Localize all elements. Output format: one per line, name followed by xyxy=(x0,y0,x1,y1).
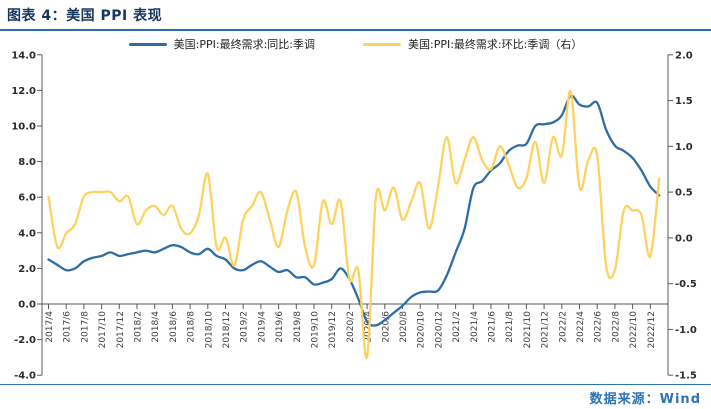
svg-text:2022/6: 2022/6 xyxy=(594,311,604,343)
svg-text:2021/6: 2021/6 xyxy=(488,311,498,343)
series-line-yoy xyxy=(47,94,661,327)
series-line-mom xyxy=(47,90,661,360)
svg-text:2019/8: 2019/8 xyxy=(293,311,303,343)
legend-label-mom: 美国:PPI:最终需求:环比:季调（右） xyxy=(408,38,583,51)
page-title: 图表 4：美国 PPI 表现 xyxy=(7,8,163,24)
svg-text:2019/2: 2019/2 xyxy=(240,311,250,343)
footer-divider xyxy=(0,384,711,385)
svg-text:2021/4: 2021/4 xyxy=(470,311,480,343)
svg-text:2022/10: 2022/10 xyxy=(629,311,639,349)
svg-text:2019/6: 2019/6 xyxy=(275,311,285,343)
line-swatch-yoy-icon xyxy=(128,42,167,46)
svg-text:-0.5: -0.5 xyxy=(675,279,697,290)
svg-text:2021/2: 2021/2 xyxy=(452,311,462,343)
svg-text:2018/12: 2018/12 xyxy=(222,311,232,348)
svg-text:-2.0: -2.0 xyxy=(14,335,36,346)
svg-text:2020/12: 2020/12 xyxy=(434,311,444,348)
svg-text:2020/8: 2020/8 xyxy=(399,311,409,343)
svg-text:0.5: 0.5 xyxy=(675,188,693,199)
svg-text:2017/6: 2017/6 xyxy=(63,311,73,343)
axes xyxy=(37,54,673,376)
svg-text:6.0: 6.0 xyxy=(18,193,36,204)
chart-legend: 美国:PPI:最终需求:同比:季调 美国:PPI:最终需求:环比:季调（右） xyxy=(0,36,711,52)
legend-label-yoy: 美国:PPI:最终需求:同比:季调 xyxy=(173,38,315,51)
svg-text:2020/6: 2020/6 xyxy=(381,311,391,343)
svg-text:-4.0: -4.0 xyxy=(14,371,36,382)
svg-text:2018/2: 2018/2 xyxy=(134,311,144,343)
data-source-label: 数据来源：Wind xyxy=(589,392,701,407)
axis-labels: 14.0 12.0 10.0 8.0 6.0 4.0 2.0 0.0 -2.0 -4.0 2.0 1.… xyxy=(11,50,697,381)
svg-text:2022/12: 2022/12 xyxy=(647,311,657,348)
svg-text:2.0: 2.0 xyxy=(675,50,693,61)
svg-text:2020/10: 2020/10 xyxy=(417,311,427,349)
x-axis-labels: 2017/4 2017/6 2017/8 2017/10 2017/12 2018/2 20… xyxy=(45,311,657,349)
svg-text:2017/12: 2017/12 xyxy=(116,311,126,348)
svg-text:-1.0: -1.0 xyxy=(675,325,697,336)
svg-text:2018/10: 2018/10 xyxy=(204,311,214,349)
svg-text:2018/4: 2018/4 xyxy=(151,311,161,343)
svg-text:2021/10: 2021/10 xyxy=(523,311,533,349)
svg-text:12.0: 12.0 xyxy=(11,86,36,97)
svg-text:8.0: 8.0 xyxy=(18,157,36,168)
svg-text:0.0: 0.0 xyxy=(18,300,36,311)
svg-text:4.0: 4.0 xyxy=(18,228,36,239)
svg-text:2.0: 2.0 xyxy=(18,264,36,275)
svg-text:2022/2: 2022/2 xyxy=(558,311,568,343)
svg-text:2017/4: 2017/4 xyxy=(45,311,55,343)
svg-text:2022/8: 2022/8 xyxy=(611,311,621,343)
svg-text:2018/6: 2018/6 xyxy=(169,311,179,343)
svg-text:-1.5: -1.5 xyxy=(675,371,697,382)
title-underline xyxy=(0,29,711,31)
svg-text:2019/4: 2019/4 xyxy=(257,311,267,343)
svg-text:0.0: 0.0 xyxy=(675,233,693,244)
svg-text:2021/12: 2021/12 xyxy=(541,311,551,348)
svg-text:2019/10: 2019/10 xyxy=(311,311,321,349)
svg-text:2020/2: 2020/2 xyxy=(346,311,356,343)
legend-item-ppi-mom: 美国:PPI:最终需求:环比:季调（右） xyxy=(363,36,582,52)
legend-item-ppi-yoy: 美国:PPI:最终需求:同比:季调 xyxy=(128,36,315,52)
svg-text:2018/8: 2018/8 xyxy=(187,311,197,343)
line-swatch-mom-icon xyxy=(363,42,401,46)
svg-text:1.5: 1.5 xyxy=(675,96,693,107)
svg-text:1.0: 1.0 xyxy=(675,142,693,153)
svg-text:10.0: 10.0 xyxy=(11,122,36,133)
svg-text:14.0: 14.0 xyxy=(11,50,36,61)
svg-text:2021/8: 2021/8 xyxy=(505,311,515,343)
svg-text:2022/4: 2022/4 xyxy=(576,311,586,343)
svg-text:2017/8: 2017/8 xyxy=(80,311,90,343)
svg-text:2019/12: 2019/12 xyxy=(328,311,338,348)
svg-text:2017/10: 2017/10 xyxy=(98,311,108,349)
